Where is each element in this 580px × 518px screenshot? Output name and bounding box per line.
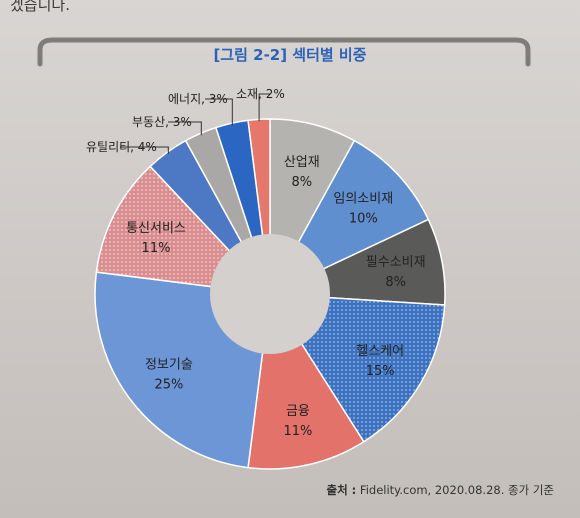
source-citation: 출처 : Fidelity.com, 2020.08.28. 종가 기준 xyxy=(327,482,555,498)
slice-callout-유틸리티: 유틸리티, 4% xyxy=(86,140,157,154)
slice-name-산업재: 산업재 xyxy=(284,155,320,170)
slice-value-산업재: 8% xyxy=(291,175,312,190)
slice-name-금융: 금융 xyxy=(286,404,310,419)
slice-name-임의소비재: 임의소비재 xyxy=(333,191,393,206)
slice-value-헬스케어: 15% xyxy=(366,364,395,379)
slice-name-헬스케어: 헬스케어 xyxy=(356,344,404,359)
slice-name-필수소비재: 필수소비재 xyxy=(366,255,426,270)
leader-line-유틸리티 xyxy=(120,146,169,154)
source-text: Fidelity.com, 2020.08.28. 종가 기준 xyxy=(359,483,554,497)
slice-name-정보기술: 정보기술 xyxy=(145,358,193,373)
slice-name-통신서비스: 통신서비스 xyxy=(126,221,186,236)
leader-line-소재 xyxy=(258,93,270,122)
slice-value-필수소비재: 8% xyxy=(385,275,406,290)
slice-value-금융: 11% xyxy=(283,424,312,439)
donut-hole xyxy=(210,234,330,354)
slice-value-통신서비스: 11% xyxy=(142,241,171,256)
slice-callout-부동산: 부동산, 3% xyxy=(132,115,192,129)
slice-value-임의소비재: 10% xyxy=(349,211,378,226)
source-label: 출처 : xyxy=(326,483,357,497)
figure-title: [그림 2-2] 섹터별 비중 xyxy=(213,46,367,64)
slice-callout-소재: 소재, 2% xyxy=(236,87,285,101)
leader-line-부동산 xyxy=(168,121,202,136)
slice-callout-에너지: 에너지, 3% xyxy=(168,92,228,106)
slice-value-정보기술: 25% xyxy=(154,378,183,393)
leader-line-에너지 xyxy=(205,98,233,126)
previous-paragraph-text: 겠습니다. xyxy=(10,0,70,14)
